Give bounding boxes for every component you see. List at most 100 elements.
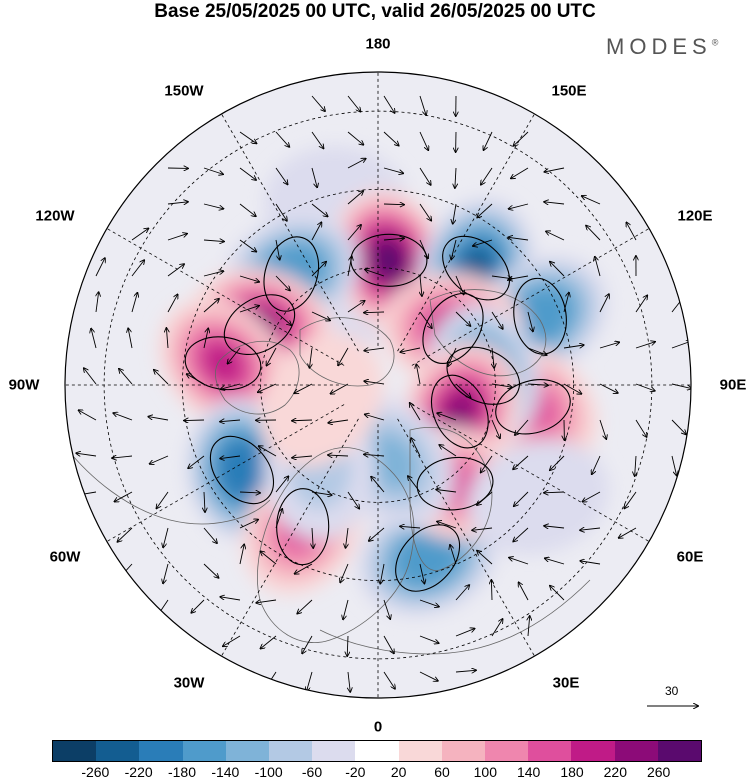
wind-vector xyxy=(239,167,256,180)
anomaly-center xyxy=(259,333,384,468)
wind-vector xyxy=(550,586,565,601)
wind-vector xyxy=(239,520,258,529)
contour-line xyxy=(184,336,262,391)
wind-vector xyxy=(545,558,565,565)
wind-vector xyxy=(275,203,287,221)
wind-vector xyxy=(491,580,492,601)
wind-vector xyxy=(544,202,565,204)
globe-outline xyxy=(64,71,692,699)
wind-vector xyxy=(347,301,365,313)
wind-vector xyxy=(275,167,288,184)
contour-line xyxy=(442,235,510,301)
lon-label-120w: 120W xyxy=(35,207,75,225)
wind-vector xyxy=(203,328,208,349)
wind-vector xyxy=(383,204,404,205)
wind-vector xyxy=(95,258,105,277)
wind-vector xyxy=(635,295,647,313)
contour-line xyxy=(446,346,520,405)
lon-label-60w: 60W xyxy=(49,548,81,566)
wind-vector xyxy=(220,456,241,459)
wind-vector xyxy=(328,455,349,456)
wind-vector xyxy=(514,131,529,146)
wind-vector xyxy=(119,369,133,385)
wind-vector xyxy=(586,226,601,241)
wind-vector xyxy=(477,491,493,505)
wind-vector xyxy=(239,306,259,313)
wind-vector xyxy=(419,203,431,221)
colorbar-segment xyxy=(571,741,615,761)
wind-vector xyxy=(528,616,530,637)
wind-vector xyxy=(624,491,637,508)
lon-label-60e: 60E xyxy=(676,548,704,566)
wind-vector xyxy=(455,275,464,294)
contour-lines xyxy=(184,233,571,592)
wind-vector xyxy=(150,455,169,464)
wind-vector xyxy=(582,491,601,502)
wind-vector xyxy=(239,275,259,282)
wind-vector xyxy=(544,492,565,493)
wind-vector xyxy=(167,294,178,313)
wind-vector xyxy=(76,453,97,456)
wind-vector xyxy=(256,600,277,603)
wind-vector xyxy=(84,368,97,385)
wind-vector xyxy=(419,95,426,115)
wind-vector xyxy=(184,420,205,421)
wind-vector xyxy=(514,491,529,506)
lon-label-30w: 30W xyxy=(173,674,205,692)
wind-vector xyxy=(203,271,223,277)
wind-vector xyxy=(419,635,439,643)
wind-vector xyxy=(635,342,655,349)
wind-vector xyxy=(347,225,361,241)
wind-vector xyxy=(292,456,313,458)
colorbar-tick-label: -260 xyxy=(81,764,110,780)
wind-vector xyxy=(259,446,277,457)
wind-vector xyxy=(364,312,385,313)
wind-vector xyxy=(338,347,349,365)
wind-vector xyxy=(347,491,359,509)
wind-vector xyxy=(410,403,421,421)
wind-vector xyxy=(509,203,529,209)
wind-vector xyxy=(311,203,328,216)
wind-vector xyxy=(411,438,421,457)
colorbar-segment xyxy=(528,741,572,761)
wind-vector xyxy=(203,299,219,313)
wind-vector xyxy=(671,383,691,389)
contour-line xyxy=(209,435,275,505)
wind-vector xyxy=(347,159,366,169)
wind-vector xyxy=(582,196,601,205)
wind-vector xyxy=(595,257,601,277)
wind-vector xyxy=(473,239,493,246)
wind-vector xyxy=(311,491,332,495)
wind-vector xyxy=(309,347,312,368)
wind-vector xyxy=(203,240,224,242)
wind-vector xyxy=(419,131,428,150)
colorbar xyxy=(52,740,702,762)
colorbar-tick-label: 60 xyxy=(434,764,450,780)
map-title: Base 25/05/2025 00 UTC, valid 26/05/2025… xyxy=(154,1,596,22)
wind-vector xyxy=(383,599,390,619)
wind-vector xyxy=(491,419,500,438)
wind-vector xyxy=(347,635,348,656)
wind-vector xyxy=(223,635,241,646)
lon-label-90w: 90W xyxy=(8,376,40,394)
colorbar-tick-label: -220 xyxy=(124,764,153,780)
wind-vector xyxy=(491,311,503,329)
wind-vector xyxy=(347,131,363,145)
wind-vector xyxy=(400,347,421,352)
wind-vector xyxy=(544,526,565,528)
wind-vector xyxy=(592,455,601,474)
wind-vector xyxy=(275,239,280,260)
colorbar-tick-label: -180 xyxy=(167,764,197,780)
wind-vector xyxy=(311,222,321,241)
wind-vector xyxy=(258,383,277,392)
wind-vector xyxy=(312,527,313,548)
wind-vector xyxy=(307,671,313,691)
wind-vector xyxy=(563,293,569,313)
wind-vector xyxy=(455,311,470,326)
wind-vector xyxy=(96,292,99,313)
wind-vector xyxy=(203,563,219,578)
wind-vector xyxy=(599,342,619,349)
lon-label-150e: 150E xyxy=(551,82,587,100)
wind-vector xyxy=(203,527,217,543)
